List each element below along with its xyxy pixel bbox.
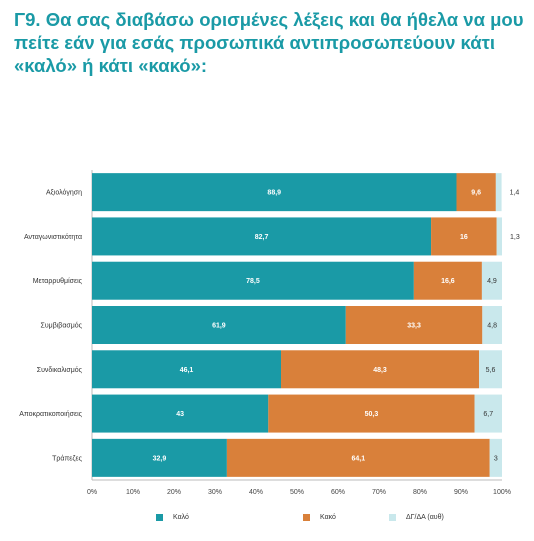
category-label: Αποκρατικοποιήσεις <box>19 411 82 418</box>
x-tick-label: 80% <box>413 489 427 496</box>
data-label-dk: 1,4 <box>510 190 520 197</box>
bar-segment-dk <box>479 350 502 389</box>
data-label-kalo: 88,9 <box>267 190 281 197</box>
data-label-kalo: 78,5 <box>246 278 260 285</box>
legend-swatch-dk <box>389 514 396 521</box>
x-tick-label: 50% <box>290 489 304 496</box>
category-label: Ανταγωνιστικότητα <box>24 233 82 241</box>
bar-segment-kako <box>226 438 490 477</box>
data-label-kako: 50,3 <box>365 411 379 418</box>
x-tick-label: 20% <box>167 489 181 496</box>
x-tick-label: 90% <box>454 489 468 496</box>
data-label-kako: 64,1 <box>351 455 365 462</box>
data-label-kalo: 46,1 <box>180 367 194 374</box>
legend-swatch-kalo <box>156 514 163 521</box>
x-tick-label: 10% <box>126 489 140 496</box>
chart-title: Γ9. Θα σας διαβάσω ορισμένες λέξεις και … <box>14 9 524 76</box>
data-label-dk: 4,9 <box>487 278 497 285</box>
bar-segment-dk <box>489 438 502 477</box>
legend-label-kalo: Καλό <box>173 514 189 521</box>
bar-segment-kalo <box>92 306 346 344</box>
legend-swatch-kako <box>303 514 310 521</box>
category-label: Συνδικαλισμός <box>37 366 83 374</box>
data-label-dk: 6,7 <box>483 411 493 418</box>
category-label: Τράπεζες <box>52 454 82 462</box>
bar-segment-kalo <box>92 261 414 300</box>
x-tick-label: 30% <box>208 489 222 496</box>
bar-segment-kako <box>456 173 496 212</box>
legend-item-kalo: Καλό <box>156 514 189 521</box>
bar-segment-kako <box>268 394 475 433</box>
category-label: Μεταρρυθμίσεις <box>33 277 83 285</box>
x-tick-label: 0% <box>87 489 97 496</box>
legend-item-dk: ΔΓ/ΔΑ (αυθ) <box>389 514 444 521</box>
bar-segment-kalo <box>92 217 432 256</box>
bar-segment-kako <box>281 350 480 389</box>
legend-item-kako: Κακό <box>303 514 336 521</box>
bar-segment-kako <box>345 306 483 344</box>
bar-segment-dk <box>495 173 502 212</box>
x-tick-label: 70% <box>372 489 386 496</box>
bar-segment-kako <box>431 217 497 256</box>
bar-segment-dk <box>482 306 502 344</box>
bar-segment-kalo <box>92 394 269 433</box>
bar-segment-kalo <box>92 438 227 477</box>
data-label-kalo: 82,7 <box>255 234 269 241</box>
legend-label-dk: ΔΓ/ΔΑ (αυθ) <box>406 514 444 521</box>
data-label-dk: 4,8 <box>487 323 497 330</box>
data-label-dk: 3 <box>494 455 498 462</box>
bar-segment-dk <box>474 394 502 433</box>
bar-segment-dk <box>481 261 502 300</box>
x-tick-label: 100% <box>493 489 511 496</box>
bar-segment-dk <box>496 217 502 256</box>
data-label-kako: 16,6 <box>441 278 455 285</box>
x-tick-label: 60% <box>331 489 345 496</box>
data-label-kalo: 32,9 <box>153 455 167 462</box>
category-label: Αξιολόγηση <box>46 189 82 197</box>
data-label-dk: 5,6 <box>486 367 496 374</box>
bar-segment-kalo <box>92 173 457 212</box>
legend-label-kako: Κακό <box>320 514 336 521</box>
bar-segment-kako <box>413 261 482 300</box>
bar-segment-kalo <box>92 350 282 389</box>
data-label-kako: 16 <box>460 234 468 241</box>
data-label-kako: 48,3 <box>373 367 387 374</box>
data-label-kako: 9,6 <box>471 190 481 197</box>
data-label-kako: 33,3 <box>407 323 421 330</box>
data-label-kalo: 61,9 <box>212 323 226 330</box>
data-label-dk: 1,3 <box>510 234 520 241</box>
data-label-kalo: 43 <box>176 411 184 418</box>
category-label: Συμβιβασμός <box>41 322 83 330</box>
x-tick-label: 40% <box>249 489 263 496</box>
legend: Καλό Κακό ΔΓ/ΔΑ (αυθ) <box>0 514 534 530</box>
